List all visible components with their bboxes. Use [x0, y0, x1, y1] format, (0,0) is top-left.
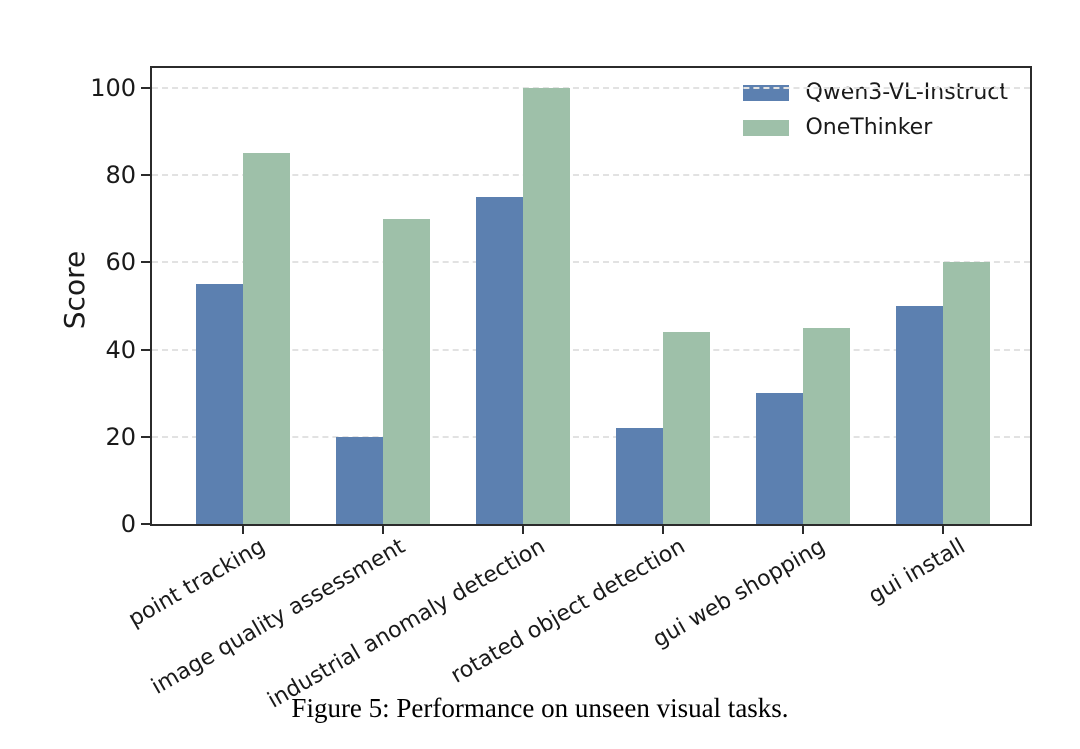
- x-tick: [242, 524, 244, 534]
- x-tick: [802, 524, 804, 534]
- x-tick: [942, 524, 944, 534]
- y-tick-label: 80: [105, 161, 136, 190]
- legend-entry: Qwen3-VL-Instruct: [743, 80, 1008, 105]
- legend-label: Qwen3-VL-Instruct: [805, 80, 1008, 105]
- bar-OneThinker: [803, 327, 850, 524]
- x-tick: [382, 524, 384, 534]
- x-tick: [522, 524, 524, 534]
- bar-Qwen3-VL-Instruct: [896, 306, 943, 524]
- legend-label: OneThinker: [805, 115, 933, 140]
- bar-OneThinker: [663, 332, 710, 524]
- bar-Qwen3-VL-Instruct: [616, 428, 663, 524]
- y-tick: [141, 348, 152, 351]
- y-tick-label: 100: [90, 74, 136, 103]
- y-tick: [141, 435, 152, 438]
- y-tick: [141, 174, 152, 177]
- figure-caption: Figure 5: Performance on unseen visual t…: [291, 693, 789, 723]
- gridline: [152, 174, 1030, 177]
- y-tick-label: 60: [105, 248, 136, 277]
- bar-Qwen3-VL-Instruct: [336, 436, 383, 524]
- y-tick-label: 20: [105, 422, 136, 451]
- y-tick-label: 40: [105, 335, 136, 364]
- bar-Qwen3-VL-Instruct: [196, 284, 243, 524]
- chart-legend: Qwen3-VL-Instruct OneThinker: [743, 80, 1008, 140]
- legend-swatch: [743, 119, 790, 136]
- gridline: [152, 435, 1030, 438]
- chart-plot-area: Score Qwen3-VL-Instruct OneThinker 0 20 40 6…: [58, 66, 1032, 713]
- bar-OneThinker: [243, 153, 290, 524]
- y-tick: [141, 523, 152, 525]
- y-tick: [141, 261, 152, 264]
- legend-entry: OneThinker: [743, 115, 1008, 140]
- gridline: [152, 348, 1030, 351]
- gridline: [152, 87, 1030, 90]
- bar-OneThinker: [383, 218, 430, 524]
- x-tick: [662, 524, 664, 534]
- bar-OneThinker: [943, 262, 990, 524]
- y-tick: [141, 87, 152, 90]
- gridline: [152, 261, 1030, 264]
- bar-Qwen3-VL-Instruct: [756, 393, 803, 524]
- bar-OneThinker: [523, 88, 570, 524]
- bar-Qwen3-VL-Instruct: [476, 197, 523, 524]
- y-tick-label: 0: [120, 510, 136, 538]
